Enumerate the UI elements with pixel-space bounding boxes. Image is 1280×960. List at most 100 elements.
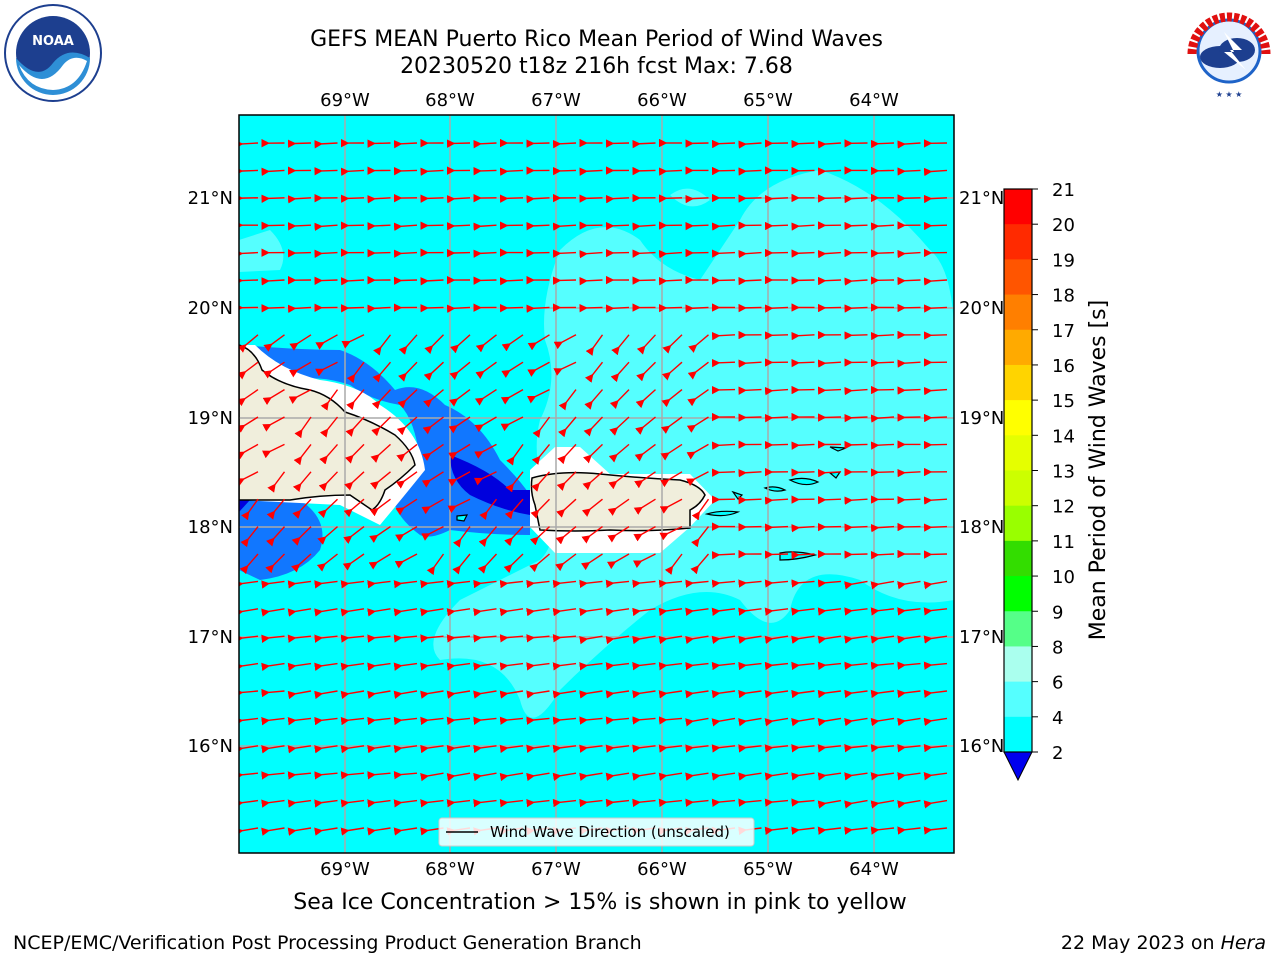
wave-direction-arrow [870,799,895,809]
wave-direction-arrow [632,744,656,753]
wave-direction-arrow [581,526,603,544]
wave-direction-arrow [870,635,895,644]
wave-direction-arrow [579,276,603,286]
wave-direction-arrow [632,716,656,725]
wave-direction-arrow [473,799,497,808]
wave-direction-arrow [473,249,497,258]
lon-label: 65°W [743,90,793,111]
wave-direction-arrow [530,498,551,519]
wave-direction-arrow [632,772,656,781]
wave-direction-arrow [844,221,868,231]
wave-direction-arrow [660,443,683,461]
wave-direction-arrow [582,471,603,491]
wave-direction-arrow [817,661,842,671]
wave-direction-arrow [261,277,285,286]
wave-direction-arrow [287,608,312,617]
wave-direction-arrow [446,772,471,782]
wave-direction-arrow [791,358,815,368]
wave-direction-arrow [393,249,418,258]
wave-direction-arrow [764,661,789,671]
wave-direction-arrow [261,771,285,780]
wave-direction-arrow [659,525,683,541]
wave-direction-arrow [499,579,524,589]
noaa-logo-text: NOAA [32,34,74,49]
colorbar-tick-label: 15 [1052,391,1075,412]
wave-direction-arrow [923,580,948,590]
sea-ice-note-text: Sea Ice Concentration > 15% is shown in … [293,890,907,915]
wave-direction-arrow [527,334,550,351]
wave-direction-arrow [605,772,630,781]
wave-direction-arrow [367,827,391,836]
wave-direction-arrow [711,358,736,368]
wave-direction-arrow [446,634,471,643]
wave-direction-arrow [659,498,683,514]
noaa-logo: NOAA [4,4,102,102]
wave-direction-arrow [817,359,842,368]
wave-direction-arrow [632,249,656,258]
wave-direction-arrow [393,634,418,643]
wave-direction-arrow [634,443,656,462]
wave-direction-arrow [607,498,630,516]
wave-direction-arrow [738,689,762,699]
colorbar-tick-label: 10 [1052,567,1075,588]
wave-direction-arrow [711,661,736,671]
wave-direction-arrow [844,661,868,670]
wave-direction-arrow [605,579,630,589]
wave-direction-arrow [239,634,259,643]
wave-direction-arrow [506,443,524,466]
colorbar-segment [1004,646,1032,683]
wave-direction-arrow [526,744,550,753]
wave-direction-arrow [239,443,259,460]
wave-direction-arrow [473,222,497,231]
wave-direction-arrow [420,662,444,671]
lat-label: 21°N [188,188,233,209]
wave-direction-arrow [690,553,710,575]
wave-direction-arrow [287,771,312,780]
wave-direction-arrow [474,443,497,459]
wave-direction-arrow [611,334,630,356]
wave-direction-arrow [239,771,259,780]
colorbar-tick-label: 20 [1052,215,1075,236]
wave-direction-arrow [314,716,338,726]
wave-direction-arrow [923,277,948,286]
wave-direction-arrow [398,361,418,382]
wave-direction-arrow [340,634,365,643]
wave-direction-arrow [791,772,815,781]
wave-direction-arrow [499,744,524,754]
wave-direction-arrow [420,744,444,754]
wave-direction-arrow [738,607,762,616]
wave-direction-arrow [473,166,497,176]
wave-direction-arrow [504,526,524,547]
wave-direction-arrow [342,553,365,571]
wave-direction-arrow [287,799,312,808]
wave-direction-arrow [764,772,789,781]
wave-direction-arrow [317,498,338,519]
wave-direction-arrow [685,798,709,807]
wave-direction-arrow [552,579,577,589]
wave-direction-arrow [923,635,948,644]
wave-direction-arrow [503,553,524,573]
wave-direction-arrow [658,249,683,259]
wave-direction-arrow [609,416,630,436]
wave-direction-arrow [420,194,444,203]
wave-direction-arrow [897,386,921,395]
footer-left: NCEP/EMC/Verification Post Processing Pr… [13,932,642,954]
colorbar-tick-label: 9 [1052,602,1063,623]
wave-direction-arrow [923,661,948,670]
wave-direction-arrow [341,334,365,349]
wave-direction-arrow [633,498,656,515]
wave-direction-arrow [738,798,762,807]
wave-direction-arrow [897,661,921,670]
wave-direction-arrow [658,579,683,588]
wave-direction-arrow [393,771,418,780]
wave-direction-arrow [315,334,338,350]
wave-direction-arrow [526,634,550,643]
wave-direction-arrow [844,413,868,423]
wave-direction-arrow [287,745,312,754]
wave-direction-arrow [764,579,789,588]
wave-direction-arrow [340,580,365,589]
wave-direction-arrow [447,471,471,487]
wave-direction-arrow [687,361,709,380]
colorbar-label: Mean Period of Wind Waves [s] [1086,300,1111,640]
wave-direction-arrow [499,303,524,313]
